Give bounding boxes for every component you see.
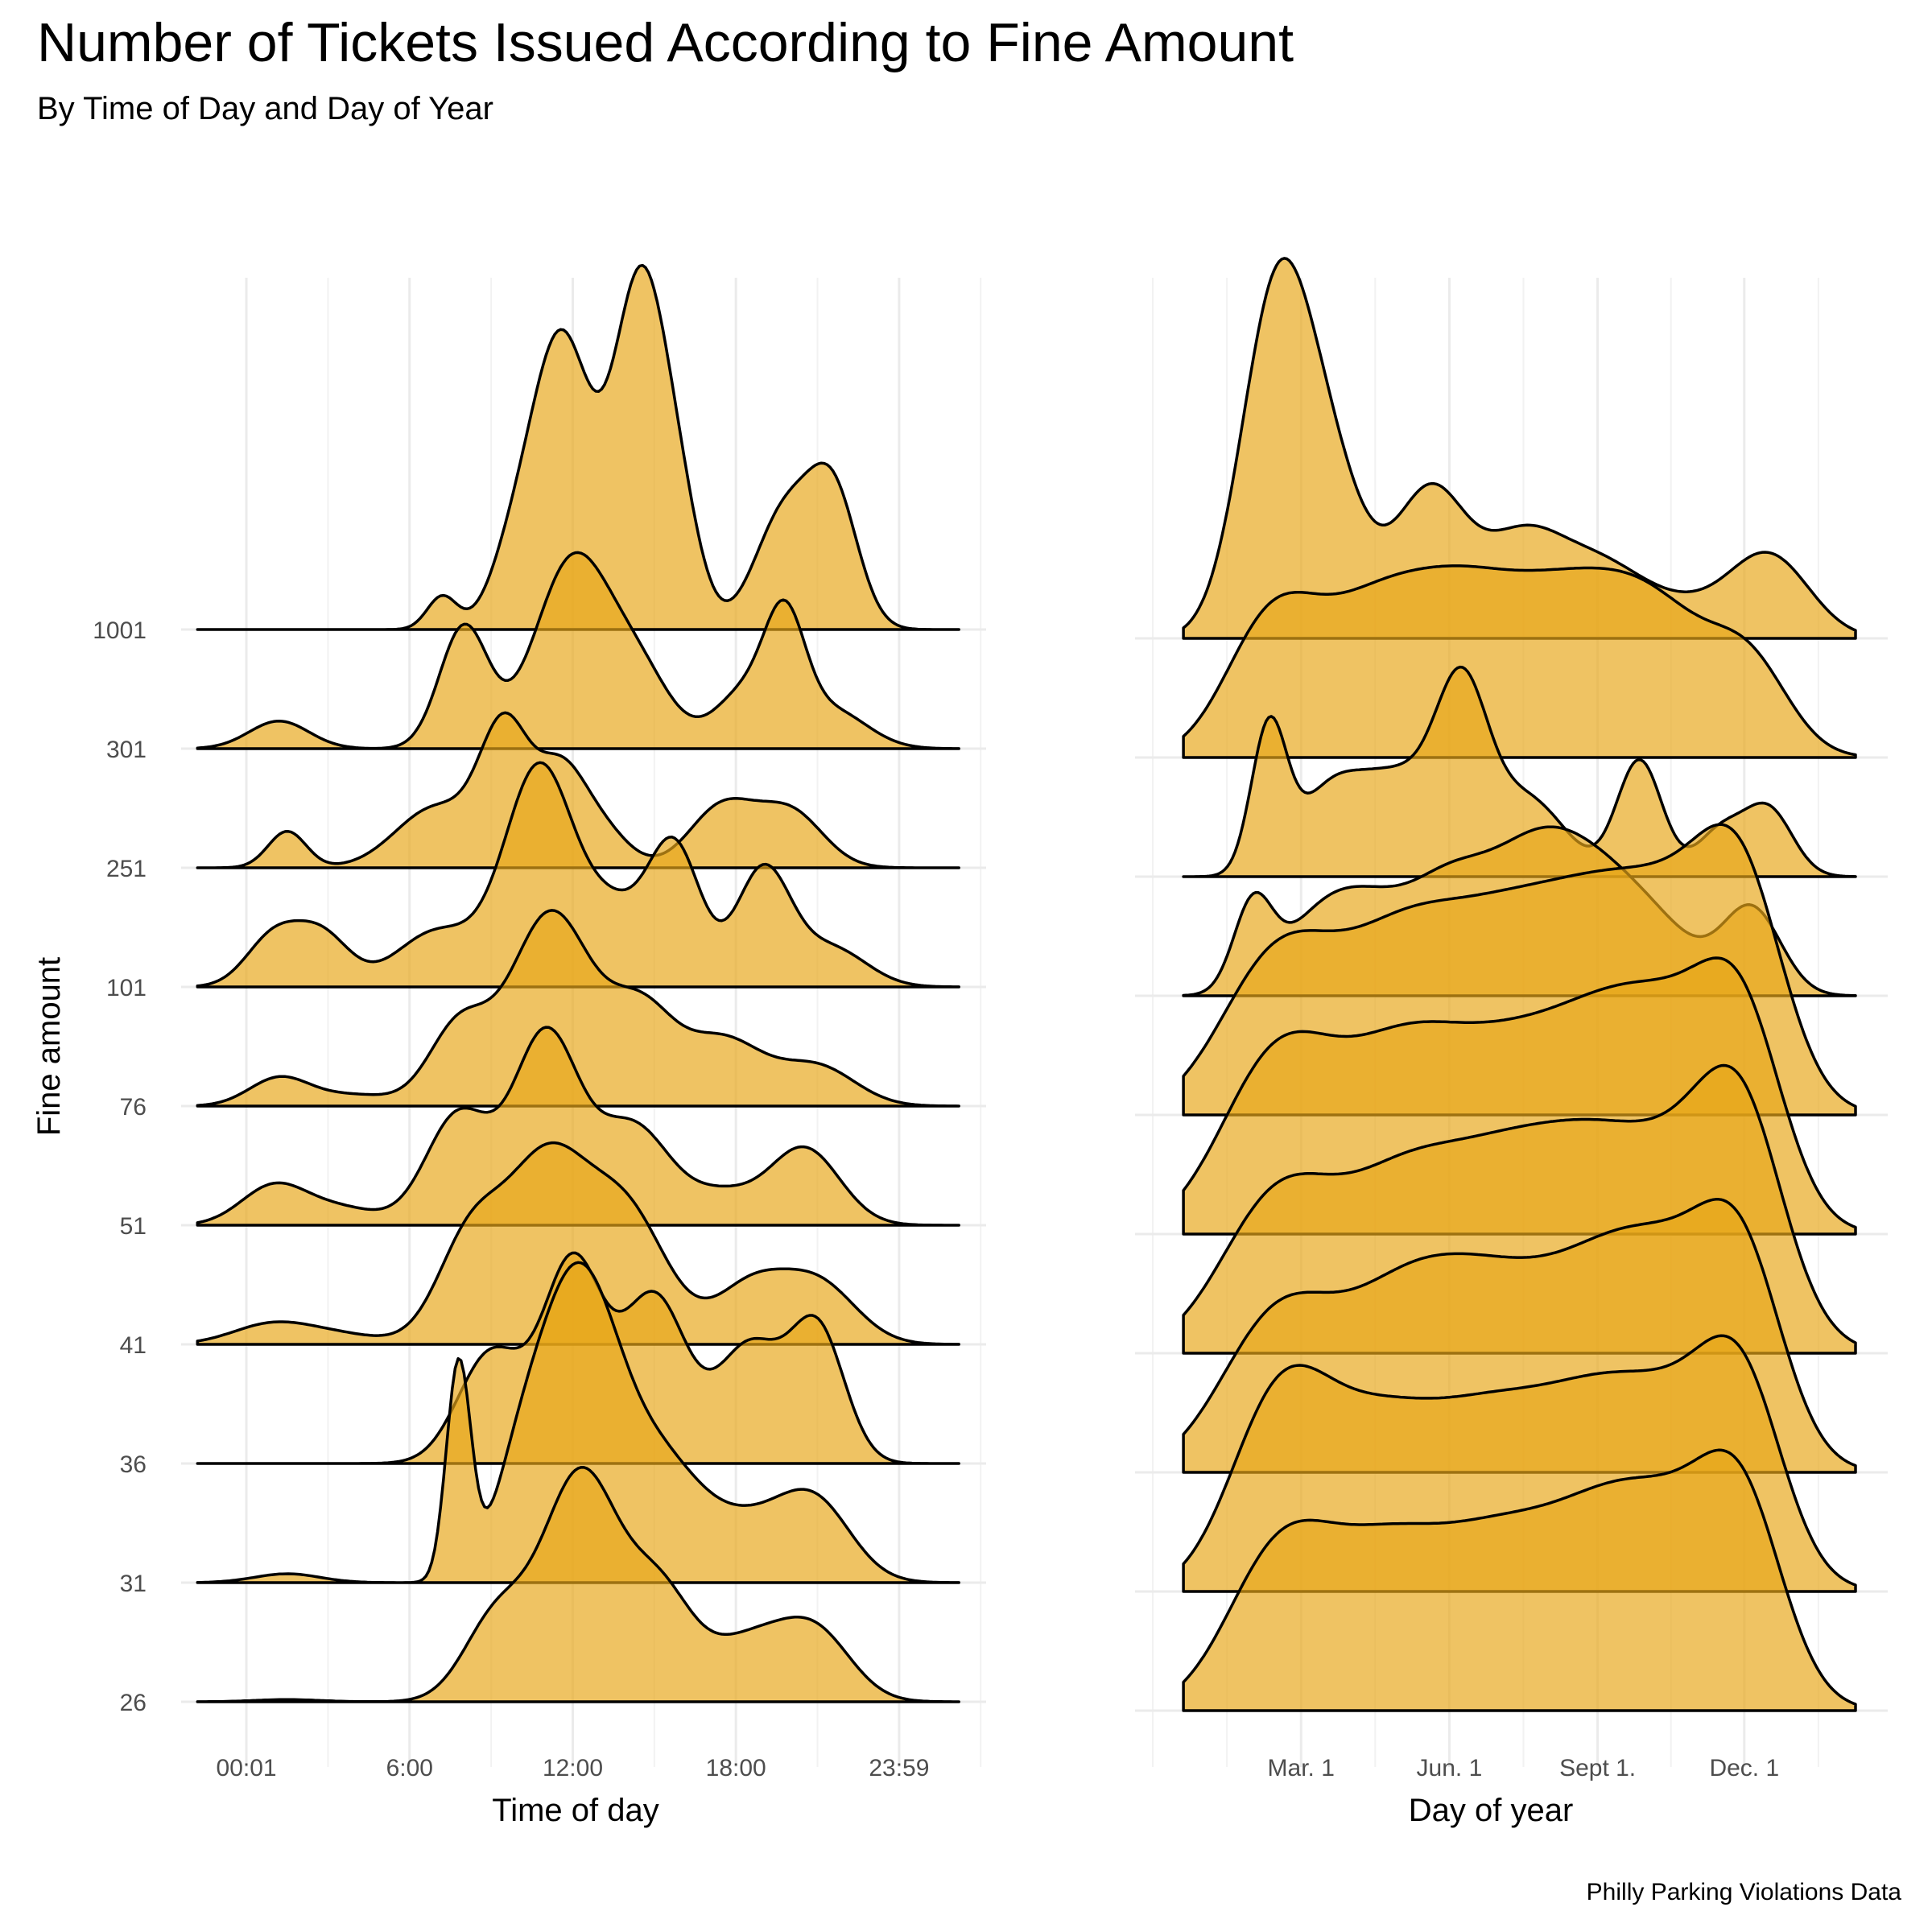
ridge-time-of-day-31 (196, 1261, 960, 1584)
chart-subtitle: By Time of Day and Day of Year (37, 91, 493, 126)
y-tick-label: 301 (106, 737, 147, 763)
y-tick-label: 36 (120, 1451, 147, 1478)
panel-day-of-year: Mar. 1 Jun. 1 Sept 1. Dec. 1 Day of year (1135, 257, 1888, 1828)
chart-title: Number of Tickets Issued According to Fi… (37, 12, 1294, 73)
day-axis-label: Day of year (1409, 1793, 1574, 1828)
ridge-time-of-day-251 (196, 711, 960, 869)
y-axis-label: Fine amount (31, 957, 67, 1136)
y-tick-label: 1001 (93, 617, 147, 644)
ridge-time-of-day-1001 (196, 263, 960, 631)
time-panel-x-ticks: 00:01 6:00 12:00 18:00 23:59 (217, 1755, 930, 1781)
x-tick-label: Jun. 1 (1417, 1755, 1483, 1781)
x-tick-label: 6:00 (386, 1755, 433, 1781)
ridge-time-of-day-76 (196, 909, 960, 1108)
x-tick-label: 23:59 (869, 1755, 929, 1781)
x-tick-label: Dec. 1 (1709, 1755, 1779, 1781)
x-tick-label: Sept 1. (1559, 1755, 1636, 1781)
y-tick-label: 76 (120, 1094, 147, 1121)
ridge-day-of-year-26 (1182, 1448, 1857, 1712)
ridge-time-of-day-41 (196, 1141, 960, 1346)
day-panel-x-ticks: Mar. 1 Jun. 1 Sept 1. Dec. 1 (1268, 1755, 1780, 1781)
x-tick-label: 18:00 (706, 1755, 766, 1781)
y-tick-label: 101 (106, 975, 147, 1001)
ridge-day-of-year-1001 (1182, 257, 1857, 640)
ridge-time-of-day-301 (196, 551, 960, 750)
y-tick-label: 26 (120, 1690, 147, 1716)
x-tick-label: 00:01 (217, 1755, 277, 1781)
fine-amount-ticks: 26 31 36 41 51 76 101 251 301 1001 (93, 617, 147, 1716)
y-tick-label: 51 (120, 1213, 147, 1240)
x-tick-label: Mar. 1 (1268, 1755, 1335, 1781)
time-axis-label: Time of day (492, 1793, 658, 1828)
ridge-day-of-year-301 (1182, 564, 1857, 759)
chart-caption: Philly Parking Violations Data (1587, 1879, 1902, 1905)
panel-time-of-day: 00:01 6:00 12:00 18:00 23:59 26 31 36 41 51 76 101… (93, 263, 986, 1828)
y-tick-label: 31 (120, 1571, 147, 1597)
y-tick-label: 41 (120, 1332, 147, 1359)
ridge-time-of-day-26 (196, 1466, 960, 1703)
y-tick-label: 251 (106, 856, 147, 882)
ridge-time-of-day-101 (196, 761, 960, 989)
ridge-time-of-day-51 (196, 1026, 960, 1227)
ridge-day-of-year-251 (1182, 665, 1857, 878)
time-panel-ridges (196, 263, 960, 1703)
day-panel-ridges (1182, 257, 1857, 1712)
x-tick-label: 12:00 (543, 1755, 603, 1781)
